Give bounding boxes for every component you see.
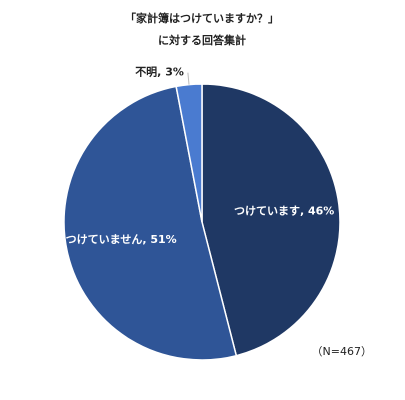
leader-line [187, 72, 190, 85]
data-label: 不明, 3% [135, 66, 184, 79]
chart-title: 「家計簿はつけていますか？」 [125, 11, 279, 25]
pie-slice [201, 83, 341, 357]
annotation: （N=467） [312, 345, 372, 358]
data-label: つけています, 46% [234, 205, 334, 218]
pie-slice [63, 85, 238, 361]
chart-subtitle: に対する回答集計 [158, 33, 246, 47]
data-label: つけていません, 51% [66, 233, 177, 246]
